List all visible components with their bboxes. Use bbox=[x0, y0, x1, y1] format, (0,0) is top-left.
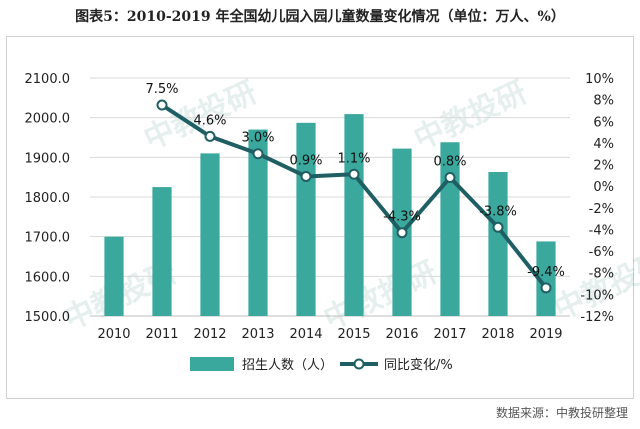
yoy-marker-2016 bbox=[396, 227, 408, 239]
right-tick-label: 8% bbox=[593, 94, 614, 109]
x-tick-label: 2019 bbox=[529, 327, 562, 342]
left-tick-label: 1700.0 bbox=[25, 231, 71, 246]
x-axis-ticks: 2010 2011 2012 2013 2014 2015 2016 2017 2018 2019 bbox=[97, 327, 562, 342]
yoy-data-label: -3.8% bbox=[479, 204, 517, 219]
legend-bar-label: 招生人数（人） bbox=[242, 358, 333, 373]
right-tick-label: 10% bbox=[585, 72, 614, 87]
right-tick-label: -6% bbox=[589, 245, 614, 260]
watermark-text: 中教投研 bbox=[409, 75, 533, 157]
chart-title: 图表5：2010-2019 年全国幼儿园入园儿童数量变化情况（单位：万人、%） bbox=[75, 9, 565, 25]
yoy-marker-2011 bbox=[156, 99, 168, 111]
x-tick-label: 2015 bbox=[337, 327, 370, 342]
left-tick-label: 1500.0 bbox=[25, 310, 71, 325]
yoy-data-label: 7.5% bbox=[145, 82, 178, 97]
x-tick-label: 2017 bbox=[433, 327, 466, 342]
chart-frame bbox=[6, 36, 634, 399]
yoy-data-label: 1.1% bbox=[337, 151, 370, 166]
left-axis-ticks: 1500.0 1600.0 1700.0 1800.0 1900.0 2000.0 2100… bbox=[25, 72, 71, 325]
left-tick-label: 2000.0 bbox=[25, 112, 71, 127]
watermark-text: 中教投研 bbox=[319, 255, 443, 337]
bar-2012 bbox=[200, 153, 220, 316]
yoy-data-label: -9.4% bbox=[527, 265, 565, 280]
right-tick-label: -10% bbox=[580, 288, 614, 303]
yoy-data-label: 4.6% bbox=[193, 113, 226, 128]
bar-2019 bbox=[536, 241, 556, 316]
yoy-data-label: -4.3% bbox=[383, 210, 421, 225]
right-tick-label: 2% bbox=[593, 159, 614, 174]
right-tick-label: -8% bbox=[589, 267, 614, 282]
source-note: 数据来源：中教投研整理 bbox=[495, 406, 628, 420]
left-tick-label: 1600.0 bbox=[25, 270, 71, 285]
legend-line-marker bbox=[353, 358, 365, 370]
left-tick-label: 1900.0 bbox=[25, 151, 71, 166]
yoy-marker-2019 bbox=[540, 282, 552, 294]
legend-bar-swatch bbox=[190, 357, 234, 371]
x-tick-label: 2011 bbox=[145, 327, 178, 342]
yoy-data-label: 0.9% bbox=[289, 153, 322, 168]
x-tick-label: 2018 bbox=[481, 327, 514, 342]
yoy-marker-2014 bbox=[300, 170, 312, 182]
bar-2013 bbox=[248, 129, 268, 316]
yoy-marker-2015 bbox=[348, 168, 360, 180]
bar-series bbox=[104, 114, 556, 316]
bar-2010 bbox=[104, 236, 124, 316]
data-labels: 7.5% 4.6% 3.0% 0.9% 1.1% -4.3% 0.8% -3.8% -9.4% bbox=[145, 82, 564, 280]
right-tick-label: 6% bbox=[593, 115, 614, 130]
bar-2014 bbox=[296, 122, 316, 316]
yoy-data-label: 0.8% bbox=[433, 155, 466, 170]
x-tick-label: 2010 bbox=[97, 327, 130, 342]
line-series bbox=[156, 99, 552, 294]
right-tick-label: -12% bbox=[580, 310, 614, 325]
right-tick-label: 4% bbox=[593, 137, 614, 152]
x-tick-label: 2012 bbox=[193, 327, 226, 342]
yoy-marker-2018 bbox=[492, 221, 504, 233]
left-tick-label: 2100.0 bbox=[25, 72, 71, 87]
right-axis-ticks: -12% -10% -8% -6% -4% -2% 0% 2% 4% 6% 8% 10% bbox=[580, 72, 614, 325]
x-tick-label: 2016 bbox=[385, 327, 418, 342]
x-tick-label: 2014 bbox=[289, 327, 322, 342]
yoy-data-label: 3.0% bbox=[241, 131, 274, 146]
x-tick-label: 2013 bbox=[241, 327, 274, 342]
legend: 招生人数（人） 同比变化/% bbox=[190, 357, 453, 373]
right-tick-label: -4% bbox=[589, 223, 614, 238]
yoy-marker-2012 bbox=[204, 130, 216, 142]
bar-2018 bbox=[488, 172, 508, 316]
right-tick-label: 0% bbox=[593, 180, 614, 195]
bar-2015 bbox=[344, 114, 364, 316]
bar-2011 bbox=[152, 187, 172, 316]
right-tick-label: -2% bbox=[589, 202, 614, 217]
left-tick-label: 1800.0 bbox=[25, 191, 71, 206]
legend-line-label: 同比变化/% bbox=[384, 357, 453, 373]
yoy-marker-2013 bbox=[252, 148, 264, 160]
yoy-marker-2017 bbox=[444, 172, 456, 184]
